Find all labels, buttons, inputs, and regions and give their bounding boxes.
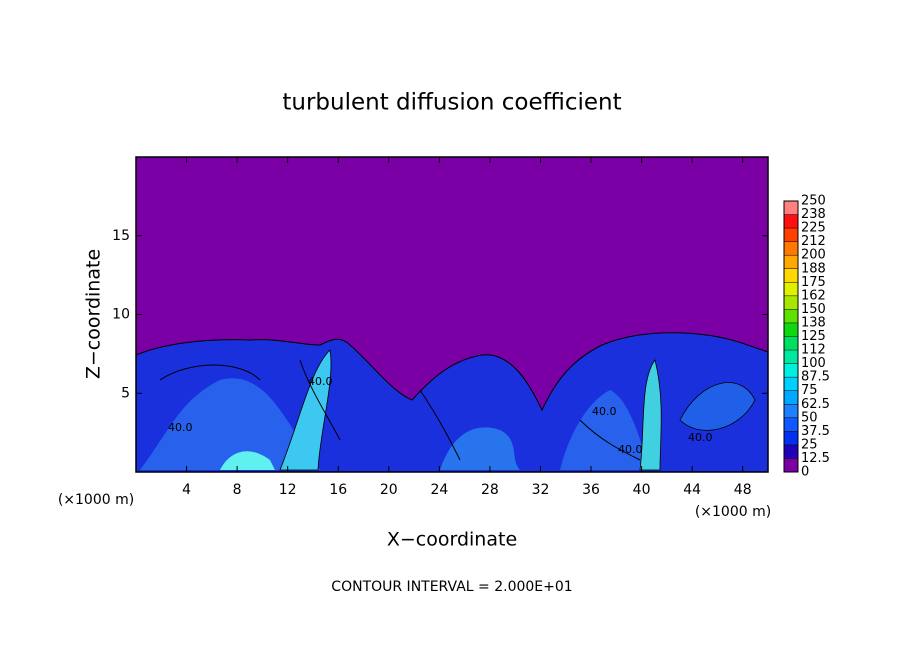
colorbar-bin — [784, 444, 798, 459]
y-tick-label: 15 — [112, 228, 130, 244]
colorbar-bin — [784, 214, 798, 229]
x-tick-label: 12 — [279, 482, 297, 498]
colorbar-label: 0 — [801, 465, 809, 480]
colorbar-label: 162 — [801, 288, 826, 303]
colorbar-label: 175 — [801, 275, 826, 290]
x-tick-label: 4 — [182, 482, 191, 498]
colorbar-label: 50 — [801, 410, 818, 425]
x-tick-label: 36 — [582, 482, 600, 498]
colorbar-label: 238 — [801, 207, 826, 222]
colorbar-bin — [784, 377, 798, 391]
colorbar-bin — [784, 268, 798, 283]
colorbar-label: 150 — [801, 302, 826, 317]
x-tick-label: 44 — [683, 482, 701, 498]
field — [135, 157, 769, 473]
contour-label: 40.0 — [618, 443, 643, 456]
colorbar-bin — [784, 241, 798, 256]
x-unit-label: (×1000 m) — [58, 492, 134, 508]
x-tick-label: 40 — [633, 482, 651, 498]
colorbar-bin — [784, 282, 798, 296]
chart-title: turbulent diffusion coefficient — [282, 90, 621, 116]
contour-label: 40.0 — [688, 431, 713, 444]
colorbar-bin — [784, 404, 798, 418]
colorbar-bin — [784, 363, 798, 378]
colorbar-label: 37.5 — [801, 424, 830, 439]
colorbar-label: 125 — [801, 329, 826, 344]
colorbar-label: 112 — [801, 343, 826, 358]
colorbar-bin — [784, 201, 798, 215]
colorbar-bin — [784, 458, 798, 472]
colorbar-bin — [784, 350, 798, 364]
field-region — [560, 390, 650, 470]
x-tick-label: 8 — [233, 482, 242, 498]
footnote: CONTOUR INTERVAL = 2.000E+01 — [331, 579, 572, 595]
colorbar-bin — [784, 431, 798, 445]
field-region — [679, 382, 756, 431]
x-axis-label: X−coordinate — [387, 529, 517, 551]
x-tick-label: 48 — [734, 482, 752, 498]
y-tick-label: 5 — [121, 385, 130, 401]
colorbar-label: 250 — [801, 194, 826, 209]
colorbar-bin — [784, 390, 798, 405]
colorbar-bin — [784, 295, 798, 310]
x-tick-label: 32 — [532, 482, 550, 498]
colorbar-label: 212 — [801, 234, 826, 249]
y-axis-label: Z−coordinate — [83, 249, 105, 379]
colorbar-label: 100 — [801, 356, 826, 371]
field-region — [140, 378, 320, 470]
colorbar-bin — [784, 322, 798, 337]
colorbar-label: 12.5 — [801, 451, 830, 466]
colorbar-label: 138 — [801, 315, 826, 330]
colorbar-bin — [784, 255, 798, 269]
colorbar-bin — [784, 309, 798, 323]
field-region — [220, 451, 275, 470]
contour-line — [159, 359, 641, 461]
field-region — [639, 359, 662, 471]
colorbar-label: 225 — [801, 221, 826, 236]
x-unit-label: (×1000 m) — [695, 504, 771, 520]
colorbar-bin — [784, 228, 798, 242]
x-tick-label: 28 — [481, 482, 499, 498]
contour-label: 40.0 — [168, 421, 193, 434]
contour-label: 40.0 — [592, 405, 617, 418]
colorbar-label: 188 — [801, 261, 826, 276]
colorbar-bin — [784, 417, 798, 432]
field-region — [279, 349, 332, 471]
colorbar-bin — [784, 336, 798, 351]
colorbar-label: 75 — [801, 383, 818, 398]
x-tick-label: 16 — [329, 482, 347, 498]
contour-label: 40.0 — [308, 375, 333, 388]
colorbar-label: 200 — [801, 248, 826, 263]
x-tick-label: 20 — [380, 482, 398, 498]
colorbar-label: 87.5 — [801, 370, 830, 385]
y-tick-label: 10 — [112, 307, 130, 323]
colorbar-label: 25 — [801, 437, 818, 452]
x-tick-label: 24 — [430, 482, 448, 498]
colorbar-label: 62.5 — [801, 397, 830, 412]
